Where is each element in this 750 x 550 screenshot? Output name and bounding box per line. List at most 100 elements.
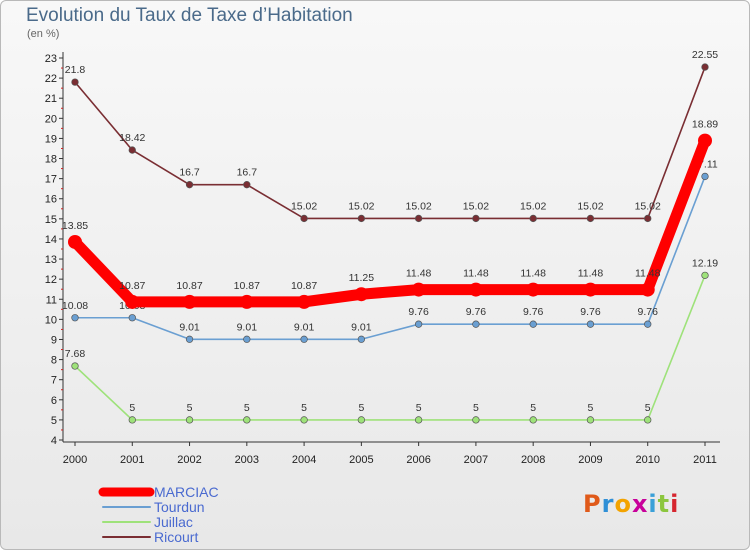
data-label-marciac: 11.48 [406,268,432,280]
data-point-juillac [414,416,423,424]
x-tick-label: 2006 [406,454,430,466]
data-point-juillac [357,416,366,424]
data-point-ricourt [472,214,480,223]
data-point-ricourt [128,146,136,154]
data-point-ricourt [300,214,308,223]
logo-letter: r [601,490,615,518]
data-label-ricourt: 15.02 [348,200,374,212]
x-tick-label: 2005 [349,454,373,466]
proxiti-logo: Proxiti [583,490,679,518]
data-point-juillac [128,416,136,424]
data-point-tourdun [472,320,480,328]
data-point-tourdun [357,335,366,343]
data-label-juillac: 5 [129,402,135,414]
y-tick-label: 15 [45,214,57,226]
x-tick-label: 2001 [120,454,144,466]
data-point-ricourt [357,214,366,223]
data-point-marciac [354,287,369,302]
data-point-marciac [583,282,598,297]
x-tick-label: 2007 [464,454,488,466]
data-point-marciac [640,282,655,297]
y-tick-label: 17 [45,174,57,186]
data-point-ricourt [71,78,79,86]
data-point-juillac [586,416,595,424]
data-point-tourdun [185,335,194,343]
y-tick-label: 7 [51,375,57,387]
data-label-juillac: 5 [416,402,422,414]
data-label-juillac: 5 [358,402,364,414]
data-label-tourdun: 9.76 [523,306,544,318]
data-label-marciac: 10.87 [119,280,145,292]
data-label-marciac: 10.87 [291,280,317,292]
data-label-tourdun: 9.76 [580,306,601,318]
legend-label-marciac: MARCIAC [154,484,219,500]
data-label-ricourt: 15.02 [577,200,603,212]
data-label-juillac: 5 [301,402,307,414]
data-label-ricourt: 15.02 [520,200,546,212]
data-label-ricourt: 15.02 [635,200,661,212]
y-tick-label: 21 [45,93,57,105]
data-label-marciac: 18.89 [692,119,718,131]
y-tick-label: 9 [51,334,57,346]
data-label-tourdun: 9.01 [294,321,315,333]
x-tick-label: 2003 [235,454,259,466]
data-label-marciac: 10.87 [176,280,202,292]
y-tick-label: 11 [46,294,57,306]
chart-title: Evolution du Taux de Taxe d’Habitation [26,5,353,26]
data-point-marciac [182,294,197,309]
data-label-juillac: 5 [645,402,651,414]
data-label-tourdun: 9.01 [179,321,200,333]
data-point-juillac [243,416,251,424]
data-label-ricourt: 15.02 [291,200,317,212]
logo-letter: i [648,490,658,518]
data-point-juillac [185,416,194,424]
data-point-juillac [529,416,537,424]
y-tick-label: 23 [45,53,57,65]
data-label-tourdun: 10.08 [62,300,88,312]
data-point-tourdun [71,314,79,322]
data-label-juillac: 7.68 [65,348,86,360]
data-label-tourdun: 9.76 [466,306,487,318]
series-layer: 21.8 18.42 16.7 16.7 15.02 15.02 15.02 15.02 15.… [62,49,718,424]
data-point-tourdun [243,335,251,343]
data-point-ricourt [414,214,423,223]
data-label-marciac: 11.48 [463,268,489,280]
data-label-ricourt: 15.02 [405,200,431,212]
y-tick-label: 8 [51,355,57,367]
data-point-tourdun [128,314,136,322]
x-tick-label: 2002 [177,454,201,466]
y-tick-label: 18 [45,154,57,166]
logo-letter: t [657,490,671,518]
x-tick-label: 2011 [693,454,717,466]
y-tick-label: 16 [45,194,57,206]
y-tick-label: 12 [45,274,57,286]
data-point-tourdun [644,320,652,328]
data-label-marciac: 11.25 [349,272,375,284]
x-tick-label: 2000 [63,454,87,466]
data-point-ricourt [586,214,595,223]
legend-label-juillac: Juillac [154,514,193,530]
y-tick-label: 10 [45,314,57,326]
y-tick-label: 13 [45,254,57,266]
logo-letter: P [583,490,602,518]
data-point-ricourt [243,181,251,189]
data-label-ricourt: 21.8 [65,64,86,76]
data-point-juillac [644,416,652,424]
data-label-marciac: 11.48 [635,268,661,280]
legend-label-ricourt: Ricourt [154,529,198,545]
data-point-juillac [71,362,79,370]
data-label-marciac: 11.48 [520,268,546,280]
logo-letter: i [670,490,680,518]
series-line-tourdun [74,175,706,341]
data-point-marciac [468,282,483,297]
data-label-juillac: 5 [530,402,536,414]
data-label-ricourt: 16.7 [237,167,258,179]
data-label-juillac: 12.19 [692,257,718,269]
data-point-juillac [701,271,709,279]
data-point-ricourt [701,63,709,71]
y-tick-label: 6 [51,395,57,407]
series-line-juillac [74,274,706,421]
y-tick-label: 19 [45,133,57,145]
data-point-marciac [411,282,426,297]
